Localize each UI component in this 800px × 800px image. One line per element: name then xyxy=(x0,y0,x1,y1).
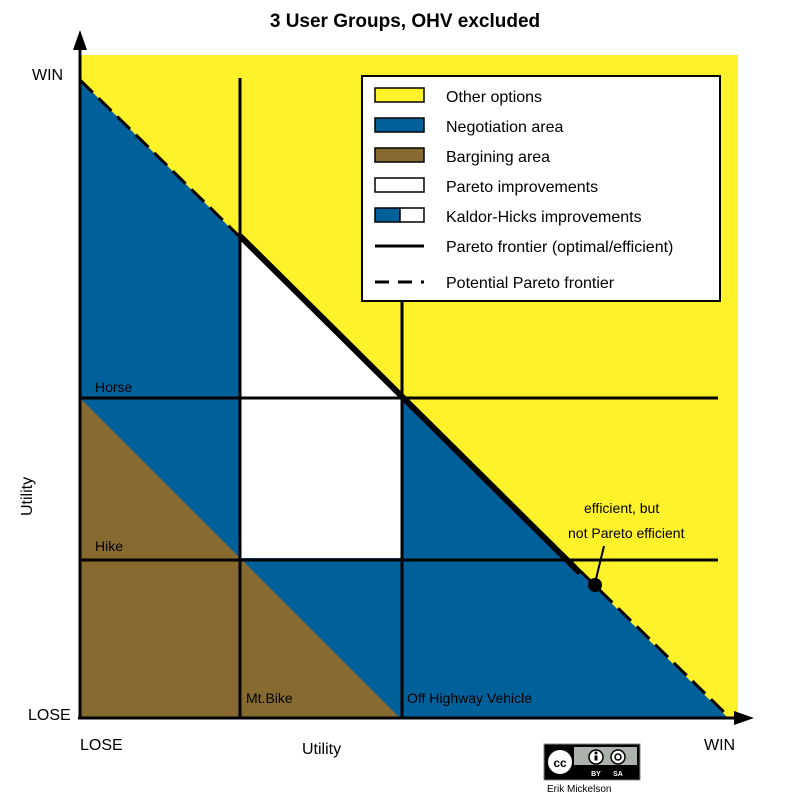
legend: Other options Negotiation area Bargining… xyxy=(361,75,721,302)
legend-swatch-kaldor-hicks-white xyxy=(399,207,425,223)
x-axis-arrow xyxy=(734,711,754,725)
by-text: BY xyxy=(591,771,601,778)
cc-text: cc xyxy=(553,756,567,770)
by-body xyxy=(594,755,598,761)
annotation-line-2: not Pareto efficient xyxy=(568,525,685,541)
mtbike-label: Mt.Bike xyxy=(246,690,293,706)
legend-label-negotiation-area: Negotiation area xyxy=(446,119,564,136)
cc-icon xyxy=(546,748,574,776)
y-axis-title: Utility xyxy=(19,477,36,516)
pareto-frontier xyxy=(237,233,583,576)
cc-license-badge: cc BY SA xyxy=(543,743,641,781)
legend-label-bargaining-area: Bargining area xyxy=(446,149,550,166)
legend-label-potential-pareto-frontier: Potential Pareto frontier xyxy=(446,275,615,292)
legend-label-kaldor-hicks: Kaldor-Hicks improvements xyxy=(446,209,642,226)
legend-swatch-negotiation-area xyxy=(374,117,425,133)
legend-swatch-bargaining-area xyxy=(374,147,425,163)
hike-label: Hike xyxy=(95,538,123,554)
ohv-label: Off Highway Vehicle xyxy=(407,690,532,706)
x-axis-title: Utility xyxy=(302,741,341,758)
legend-swatch-pareto-improvements xyxy=(374,177,425,193)
y-axis-bottom-label: LOSE xyxy=(28,707,71,724)
cc-badge-inner xyxy=(574,747,637,765)
x-axis-left-label: LOSE xyxy=(80,737,123,754)
chart-title: 3 User Groups, OHV excluded xyxy=(270,11,540,32)
annotation-pointer xyxy=(594,545,605,584)
sa-share-alike-icon xyxy=(610,749,626,765)
annotation-line-1: efficient, but xyxy=(584,500,659,516)
legend-swatch-kaldor-hicks-blue xyxy=(374,207,401,223)
sa-text: SA xyxy=(613,771,623,778)
author-credit: Erik Mickelson xyxy=(547,784,611,795)
efficient-point-marker xyxy=(588,578,602,592)
legend-label-other-options: Other options xyxy=(446,89,542,106)
by-head-dot xyxy=(594,751,598,755)
y-axis-arrow xyxy=(73,30,87,50)
legend-swatch-other-options xyxy=(374,87,425,103)
x-axis-right-label: WIN xyxy=(704,737,735,754)
legend-label-pareto-improvements: Pareto improvements xyxy=(446,179,598,196)
horse-label: Horse xyxy=(95,379,133,395)
sa-inner-ring xyxy=(614,753,622,761)
y-axis-top-label: WIN xyxy=(32,67,63,84)
legend-label-pareto-frontier: Pareto frontier (optimal/efficient) xyxy=(446,239,673,256)
